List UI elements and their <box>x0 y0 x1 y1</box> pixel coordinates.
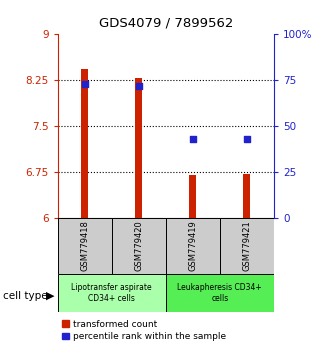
Text: GSM779419: GSM779419 <box>188 221 197 272</box>
Legend: transformed count, percentile rank within the sample: transformed count, percentile rank withi… <box>62 320 226 341</box>
Text: Leukapheresis CD34+
cells: Leukapheresis CD34+ cells <box>178 283 262 303</box>
Bar <box>58 274 166 312</box>
Bar <box>58 218 112 274</box>
Text: GSM779418: GSM779418 <box>80 221 89 272</box>
Bar <box>135 78 142 218</box>
Bar <box>81 69 88 218</box>
Point <box>136 83 142 88</box>
Text: GSM779420: GSM779420 <box>134 221 143 272</box>
Bar <box>166 274 274 312</box>
Text: ▶: ▶ <box>46 291 54 301</box>
Bar <box>243 173 250 218</box>
Text: Lipotransfer aspirate
CD34+ cells: Lipotransfer aspirate CD34+ cells <box>72 283 152 303</box>
Bar <box>112 218 166 274</box>
Bar <box>220 218 274 274</box>
Point <box>190 136 195 142</box>
Title: GDS4079 / 7899562: GDS4079 / 7899562 <box>99 17 233 30</box>
Text: cell type: cell type <box>3 291 48 301</box>
Text: GSM779421: GSM779421 <box>242 221 251 272</box>
Point <box>244 136 249 142</box>
Bar <box>189 175 196 218</box>
Point <box>82 81 87 87</box>
Bar <box>166 218 220 274</box>
